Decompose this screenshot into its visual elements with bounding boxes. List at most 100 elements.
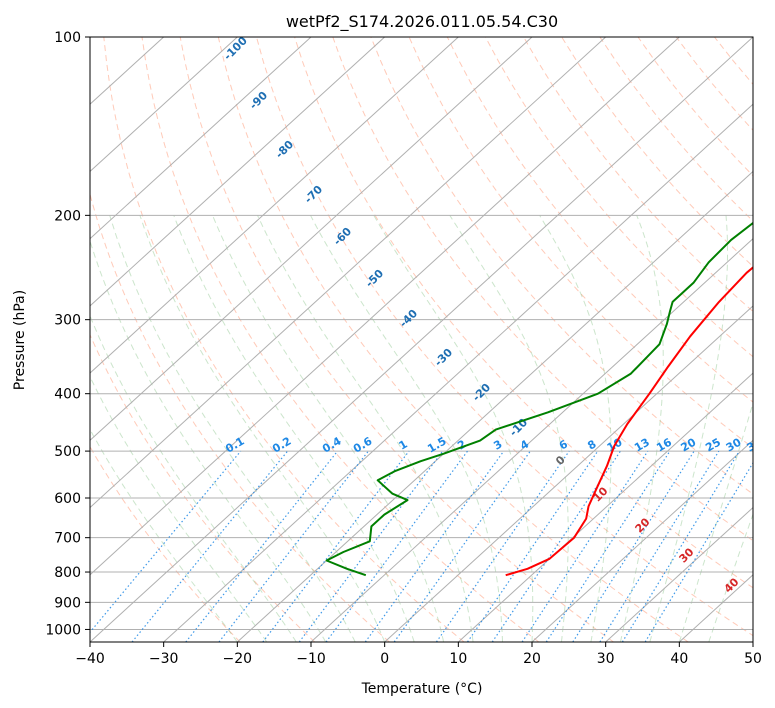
dry-adiabat (256, 37, 753, 637)
y-tick-label: 600 (54, 491, 81, 507)
moist-adiabat (310, 215, 503, 642)
isotherm-label: -50 (363, 267, 386, 290)
mixing-ratio-label: 25 (703, 436, 723, 455)
mixing-ratio-line (262, 450, 410, 642)
mixing-ratio-label: 6 (557, 437, 570, 452)
temperature-line (505, 266, 753, 577)
y-tick-label: 700 (54, 531, 81, 547)
mixing-ratio-label: 4 (518, 437, 531, 452)
x-tick-label: −10 (296, 651, 326, 667)
dry-adiabat (408, 37, 753, 449)
background-line-labels: 0.1 0.2 0.4 0.6 1 1.5 2 3 4 6 8 10 13 16 20 25 30 36-100-… (221, 34, 764, 596)
dry-adiabat (141, 37, 540, 642)
moist-adiabat (90, 239, 327, 642)
mixing-ratio-label: 13 (632, 436, 652, 455)
mixing-ratio-line (90, 450, 242, 634)
moist-adiabat (708, 513, 753, 642)
moist-adiabat (212, 215, 445, 642)
dry-adiabat (446, 37, 753, 403)
isotherm (605, 506, 753, 642)
x-tick-label: 30 (597, 651, 615, 667)
isotherm (90, 37, 238, 173)
y-tick-label: 200 (54, 208, 81, 224)
dry-adiabat (370, 37, 753, 495)
profile-lines (325, 221, 753, 577)
mixing-ratio-line (572, 450, 695, 642)
isotherm (90, 37, 386, 307)
mixing-ratio-line (435, 450, 570, 642)
mixing-ratio-label: 36 (744, 435, 764, 454)
mixing-ratio-label: 0.2 (270, 435, 293, 456)
moist-adiabat (139, 215, 386, 642)
isotherm-label: -80 (273, 138, 296, 161)
dry-adiabat (332, 37, 753, 542)
mixing-ratio-line (218, 450, 369, 642)
dry-adiabat (90, 192, 390, 642)
background-lines (90, 37, 753, 642)
moist-adiabat (90, 314, 297, 642)
y-tick-label: 100 (54, 30, 81, 46)
isotherm (236, 170, 753, 642)
axes: −40 −30 −20 −10 0 10 20 30 40 5010020030040050060… (45, 30, 762, 667)
mixing-ratio-line (621, 450, 740, 642)
x-tick-label: −20 (223, 651, 253, 667)
isotherm-label: -40 (397, 307, 420, 330)
dry-adiabat (179, 37, 614, 642)
dewpoint-line (325, 221, 753, 577)
mixing-ratio-line (393, 450, 531, 642)
mixing-ratio-label: 16 (654, 435, 674, 454)
x-tick-label: 20 (523, 651, 541, 667)
isotherm (90, 37, 459, 374)
dry-adiabat (561, 37, 753, 267)
dry-adiabat (90, 333, 316, 642)
mixing-ratio-line (325, 450, 469, 642)
mixing-ratio-line (644, 461, 753, 642)
mixing-ratio-label: 3 (491, 438, 504, 453)
mixing-ratio-line (521, 450, 649, 642)
moist-adiabat (539, 215, 612, 642)
y-tick-label: 800 (54, 565, 81, 581)
isotherm (90, 37, 533, 442)
isotherm (531, 439, 753, 642)
mixing-ratio-line (467, 450, 599, 642)
y-tick-label: 300 (54, 313, 81, 329)
mixing-ratio-line (185, 450, 339, 642)
mixing-ratio-line (364, 450, 505, 642)
isotherm-label: -30 (432, 346, 455, 369)
moist-adiabat (109, 215, 356, 642)
mixing-ratio-label: 8 (585, 438, 598, 453)
y-tick-label: 500 (54, 444, 81, 460)
dry-adiabat (714, 37, 753, 85)
x-tick-label: 0 (380, 651, 389, 667)
dry-adiabat (90, 445, 241, 642)
isotherm-label: -100 (221, 34, 250, 63)
isotherm (384, 305, 753, 642)
isotherm (90, 37, 312, 240)
mixing-ratio-label: 1 (397, 438, 410, 453)
isotherm (310, 237, 753, 642)
x-tick-label: 10 (449, 651, 467, 667)
x-axis-label: Temperature (°C) (361, 681, 483, 697)
isotherm-label: 20 (633, 515, 653, 535)
isotherm-label: 0 (553, 453, 568, 468)
x-tick-label: 50 (744, 651, 762, 667)
mixing-ratio-label: 0.1 (223, 435, 246, 456)
mixing-ratio-line (131, 450, 289, 642)
isotherm (90, 37, 753, 642)
y-tick-label: 400 (54, 387, 81, 403)
dry-adiabat (217, 37, 689, 642)
isotherm-label: -20 (470, 381, 493, 404)
moist-adiabat (257, 215, 474, 642)
dry-adiabat (103, 37, 465, 642)
moist-adiabat (373, 215, 534, 642)
dry-adiabat (294, 37, 753, 589)
moist-adiabat (449, 215, 569, 642)
isotherm-label: 40 (722, 575, 742, 595)
chart-title: wetPf2_S174.2026.011.05.54.C30 (286, 12, 558, 32)
mixing-ratio-line (599, 450, 720, 642)
x-tick-label: 40 (670, 651, 688, 667)
isotherm-label: -70 (302, 183, 325, 206)
x-tick-label: −40 (75, 651, 105, 667)
isotherm (752, 641, 753, 642)
moist-adiabat (649, 215, 728, 642)
